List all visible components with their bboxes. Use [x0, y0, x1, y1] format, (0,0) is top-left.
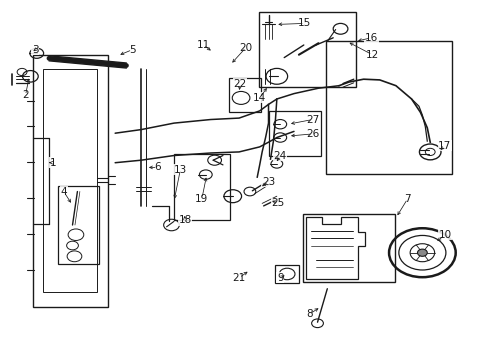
Bar	[174, 154, 230, 220]
Text: 13: 13	[173, 165, 187, 175]
Text: 24: 24	[273, 150, 287, 161]
Bar	[269, 111, 321, 156]
Text: 8: 8	[306, 309, 313, 319]
Text: 22: 22	[233, 78, 247, 89]
Text: 23: 23	[262, 177, 275, 187]
Text: 21: 21	[232, 273, 246, 283]
Text: 2: 2	[22, 90, 29, 100]
Bar	[58, 186, 99, 264]
Text: 11: 11	[196, 40, 210, 50]
Text: 6: 6	[154, 162, 161, 172]
Text: 16: 16	[365, 33, 378, 43]
Text: 3: 3	[32, 45, 39, 55]
Text: 27: 27	[306, 114, 319, 125]
Text: 12: 12	[366, 50, 379, 60]
Circle shape	[417, 249, 427, 256]
Bar	[303, 214, 395, 282]
Text: 26: 26	[306, 129, 319, 139]
Text: 7: 7	[404, 194, 411, 204]
Text: 20: 20	[240, 42, 252, 53]
Text: 25: 25	[271, 198, 285, 208]
Text: 4: 4	[60, 186, 67, 197]
Text: 15: 15	[298, 18, 312, 28]
Text: 19: 19	[195, 194, 209, 204]
Bar	[326, 41, 452, 174]
Text: 9: 9	[277, 273, 284, 283]
Text: 1: 1	[49, 158, 56, 168]
Text: 17: 17	[438, 141, 452, 151]
Bar	[229, 78, 261, 112]
Bar	[259, 12, 356, 87]
Text: 10: 10	[439, 230, 451, 240]
Text: 18: 18	[178, 215, 192, 225]
Bar	[275, 265, 299, 283]
Text: 5: 5	[129, 45, 136, 55]
Text: 14: 14	[253, 93, 267, 103]
